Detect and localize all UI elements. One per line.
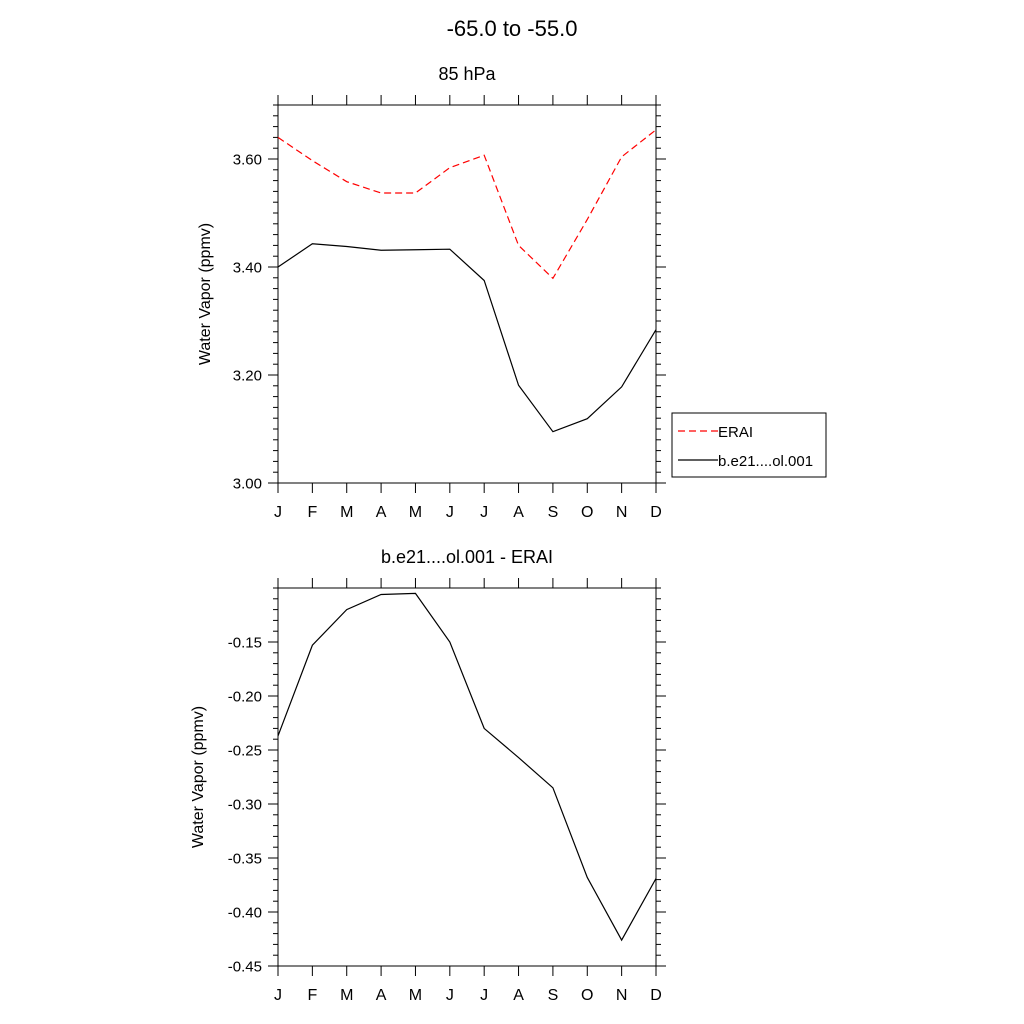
- series-line-1: [277, 129, 657, 280]
- y-axis-label: Water Vapor (ppmv): [197, 223, 214, 365]
- x-tick-label: A: [376, 987, 387, 1004]
- y-tick-label: -0.20: [228, 689, 262, 706]
- x-tick-label: D: [650, 504, 662, 521]
- x-tick-label: M: [409, 504, 422, 521]
- x-tick-label: J: [446, 987, 454, 1004]
- y-tick-label: -0.45: [228, 959, 262, 976]
- y-tick-label: -0.25: [228, 743, 262, 760]
- x-tick-label: F: [307, 504, 317, 521]
- panel-title: 85 hPa: [438, 64, 496, 84]
- y-tick-label: -0.15: [228, 635, 262, 652]
- x-tick-label: A: [376, 504, 387, 521]
- y-tick-label: -0.30: [228, 797, 262, 814]
- x-tick-label: J: [274, 987, 282, 1004]
- x-tick-label: O: [581, 504, 593, 521]
- legend-box: [671, 412, 827, 478]
- y-axis-label: Water Vapor (ppmv): [190, 706, 207, 848]
- x-tick-label: N: [616, 504, 628, 521]
- legend: ERAI b.e21....ol.001: [671, 412, 827, 478]
- x-tick-label: O: [581, 987, 593, 1004]
- panel-title: b.e21....ol.001 - ERAI: [381, 547, 553, 567]
- x-tick-label: M: [340, 504, 353, 521]
- x-tick-label: M: [409, 987, 422, 1004]
- y-tick-label: -0.40: [228, 905, 262, 922]
- chart-panel-1: 85 hPa J F M A M J J A S O N D 3.00 3.20 3.40 3.60 Water …: [197, 64, 827, 521]
- y-tick-label: 3.60: [233, 152, 262, 169]
- x-tick-label: J: [274, 504, 282, 521]
- chart-panel-2: b.e21....ol.001 - ERAI J F M A M J J A S O N D -0.45 -…: [190, 547, 666, 1004]
- main-title: -65.0 to -55.0: [446, 16, 578, 41]
- y-tick-label: 3.00: [233, 476, 262, 493]
- x-tick-label: S: [548, 987, 559, 1004]
- x-tick-label: A: [513, 987, 524, 1004]
- legend-label: b.e21....ol.001: [718, 453, 813, 470]
- x-tick-label: D: [650, 987, 662, 1004]
- series-line-1: [277, 592, 657, 942]
- x-tick-label: J: [480, 987, 488, 1004]
- legend-label: ERAI: [718, 424, 753, 441]
- x-tick-label: F: [307, 987, 317, 1004]
- x-tick-label: A: [513, 504, 524, 521]
- y-tick-label: 3.40: [233, 260, 262, 277]
- x-tick-label: J: [446, 504, 454, 521]
- series-line-2: [277, 243, 657, 433]
- x-tick-label: N: [616, 987, 628, 1004]
- plot-frame: [277, 104, 657, 484]
- x-tick-label: S: [548, 504, 559, 521]
- y-tick-label: -0.35: [228, 851, 262, 868]
- x-tick-label: M: [340, 987, 353, 1004]
- x-tick-label: J: [480, 504, 488, 521]
- y-tick-label: 3.20: [233, 368, 262, 385]
- plot-frame: [277, 587, 657, 967]
